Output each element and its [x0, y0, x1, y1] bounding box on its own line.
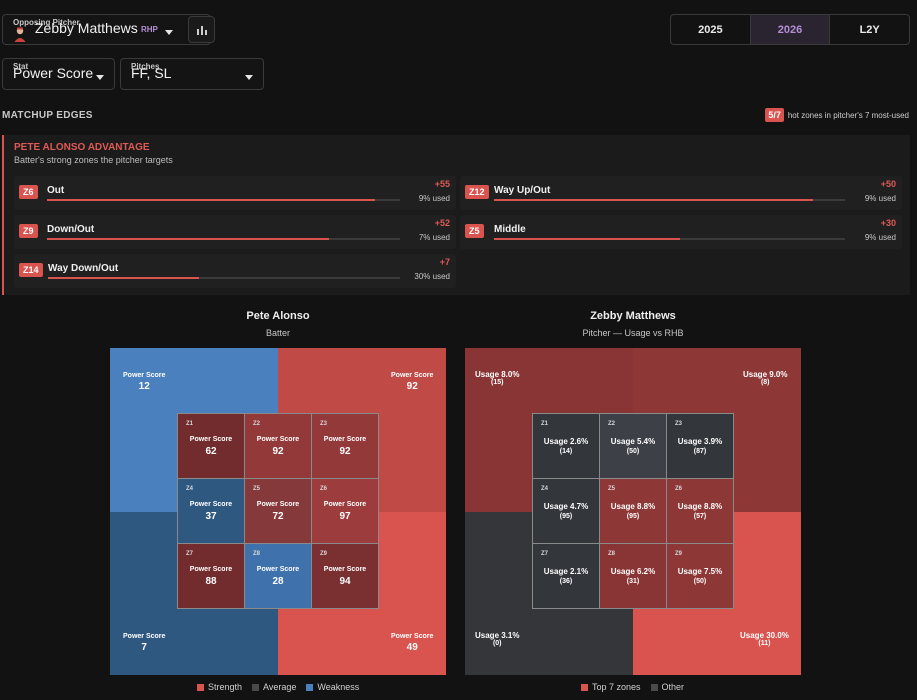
zone-cell: Z9 Power Score 94 [312, 544, 378, 608]
pitcher-panel-title: Zebby Matthews [590, 310, 676, 322]
edge-zone-badge: Z9 [19, 224, 38, 238]
outer-zone-label: Power Score 7 [123, 633, 166, 653]
batter-panel-title: Pete Alonso [246, 310, 310, 322]
edge-delta: +55 [434, 179, 450, 189]
zone-cell: Z8 Usage 6.2% (31) [600, 544, 666, 608]
pitcher-zone-chart: Usage 8.0% (15) Usage 9.0% (8) Usage 3.1%(… [465, 348, 801, 675]
edge-usage: 30% used [414, 272, 450, 281]
stat-select-value: Power Score [13, 65, 94, 81]
season-tabs: 2025 2026 L2Y [670, 14, 910, 45]
edge-bar [494, 199, 814, 201]
bar-chart-icon [197, 26, 207, 35]
edge-item: Z9 Down/Out +52 7% used [14, 215, 456, 249]
legend-strength: Strength [197, 682, 242, 692]
zone-cell: Z9 Usage 7.5% (50) [667, 544, 733, 608]
pitcher-name: Zebby Matthews [35, 20, 138, 36]
zone-cell: Z1 Power Score 62 [178, 414, 244, 478]
pitcher-legend: Top 7 zones Other [581, 682, 684, 692]
edge-item: Z6 Out +55 9% used [14, 176, 456, 210]
pitcher-hand-badge: RHP [141, 25, 158, 34]
zone-cell: Z8 Power Score 28 [245, 544, 311, 608]
advantage-subtitle: Batter's strong zones the pitcher target… [14, 155, 173, 165]
edge-usage: 9% used [864, 233, 896, 242]
pitcher-select-label: Opposing Pitcher [13, 18, 80, 27]
edge-delta: +50 [880, 179, 896, 189]
tab-2026[interactable]: 2026 [750, 15, 831, 44]
zone-cell: Z6 Power Score 97 [312, 479, 378, 543]
strike-zone-grid: Z1 Usage 2.6% (14) Z2 Usage 5.4% (50) Z3 Usag… [532, 413, 734, 609]
zone-cell: Z7 Power Score 88 [178, 544, 244, 608]
edge-bar [47, 199, 376, 201]
batter-legend: Strength Average Weakness [197, 682, 359, 692]
pitcher-avatar-icon [14, 27, 26, 42]
advantage-title: PETE ALONSO ADVANTAGE [14, 142, 150, 153]
tab-2025[interactable]: 2025 [671, 15, 751, 44]
pitches-select-value: FF, SL [131, 65, 172, 81]
tab-l2y[interactable]: L2Y [859, 23, 880, 36]
edge-zone-badge: Z14 [19, 263, 43, 277]
zone-cell: Z5 Usage 8.8% (95) [600, 479, 666, 543]
zone-cell: Z3 Usage 3.9% (87) [667, 414, 733, 478]
legend-other: Other [650, 682, 684, 692]
strike-zone-grid: Z1 Power Score 62 Z2 Power Score 92 Z3 Power … [177, 413, 379, 609]
outer-zone-label: Usage 8.0% (15) [475, 370, 520, 386]
advantage-card: PETE ALONSO ADVANTAGE Batter's strong zo… [2, 135, 910, 295]
legend-top-zones: Top 7 zones [581, 682, 641, 692]
zone-cell: Z5 Power Score 72 [245, 479, 311, 543]
edge-bar [494, 238, 681, 240]
edge-delta: +30 [880, 218, 896, 228]
edge-zone-badge: Z6 [19, 185, 38, 199]
zone-cell: Z4 Power Score 37 [178, 479, 244, 543]
chevron-down-icon [165, 30, 173, 35]
zone-cell: Z4 Usage 4.7% (95) [533, 479, 599, 543]
edge-bar [47, 238, 330, 240]
edge-zone-name: Way Down/Out [48, 263, 119, 274]
edge-bar [48, 277, 200, 279]
edge-delta: +7 [439, 257, 450, 267]
stat-select-label: Stat [13, 62, 29, 71]
edge-usage: 9% used [864, 194, 896, 203]
pitches-select-label: Pitches [131, 62, 160, 71]
stat-select[interactable]: Stat Power Score [2, 58, 115, 90]
hot-zones-summary: 5/7 hot zones in pitcher's 7 most-used [765, 108, 909, 122]
outer-zone-label: Power Score 92 [391, 372, 434, 392]
pitcher-panel-subtitle: Pitcher — Usage vs RHB [582, 328, 684, 338]
edge-item: Z12 Way Up/Out +50 9% used [460, 176, 902, 210]
outer-zone-label: Power Score 12 [123, 372, 166, 392]
batter-zone-chart: Power Score 12 Power Score 92 Power Score 7… [110, 348, 446, 675]
chart-toggle-button[interactable] [188, 16, 215, 43]
edge-zone-badge: Z5 [465, 224, 484, 238]
legend-weakness: Weakness [306, 682, 359, 692]
edge-zone-name: Out [47, 185, 65, 196]
zone-cell: Z2 Usage 5.4% (50) [600, 414, 666, 478]
edge-zone-name: Down/Out [47, 224, 95, 235]
edge-zone-badge: Z12 [465, 185, 489, 199]
hot-zones-badge: 5/7 [765, 108, 784, 122]
outer-zone-label: Power Score 49 [391, 633, 434, 653]
pitches-select[interactable]: Pitches FF, SL [120, 58, 264, 90]
hot-zones-text: hot zones in pitcher's 7 most-used [787, 110, 909, 120]
edge-delta: +52 [434, 218, 450, 228]
zone-cell: Z7 Usage 2.1% (36) [533, 544, 599, 608]
outer-zone-label: Usage 30.0% (11) [740, 631, 789, 647]
edge-zone-name: Way Up/Out [494, 185, 551, 196]
outer-zone-label: Usage 9.0% (8) [743, 370, 788, 386]
legend-average: Average [252, 682, 296, 692]
edge-usage: 9% used [418, 194, 450, 203]
batter-panel-subtitle: Batter [265, 328, 290, 338]
pitcher-select[interactable]: Opposing Pitcher Zebby Matthews RHP [2, 14, 211, 45]
chevron-down-icon [245, 75, 253, 80]
edge-item: Z14 Way Down/Out +7 30% used [14, 254, 456, 288]
edge-usage: 7% used [418, 233, 450, 242]
edge-zone-name: Middle [494, 224, 526, 235]
zone-cell: Z2 Power Score 92 [245, 414, 311, 478]
edge-item: Z5 Middle +30 9% used [460, 215, 902, 249]
zone-cell: Z6 Usage 8.8% (57) [667, 479, 733, 543]
outer-zone-label: Usage 3.1% (0) [475, 631, 520, 647]
matchup-edges-title: MATCHUP EDGES [2, 110, 93, 121]
zone-cell: Z3 Power Score 92 [312, 414, 378, 478]
zone-cell: Z1 Usage 2.6% (14) [533, 414, 599, 478]
chevron-down-icon [96, 75, 104, 80]
